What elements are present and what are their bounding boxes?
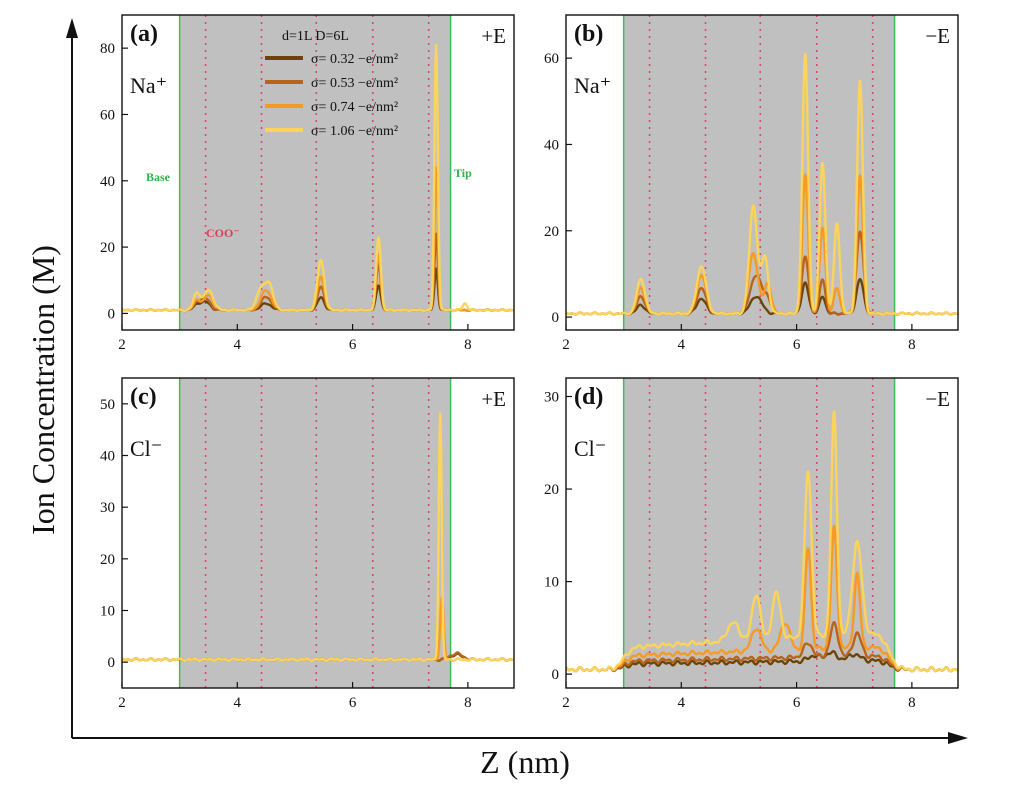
shaded-region	[179, 15, 451, 330]
y-tick-label: 20	[100, 240, 115, 256]
panel-frame	[565, 14, 959, 331]
y-tick-label: 80	[100, 41, 115, 57]
y-tick-label: 10	[544, 575, 559, 591]
field-label: +E	[481, 387, 506, 411]
ion-label: Cl⁻	[574, 436, 606, 461]
y-tick-label: 60	[100, 107, 115, 123]
legend-label: σ= 0.74 −e/nm²	[311, 100, 398, 115]
series-line	[565, 620, 959, 673]
legend-title: d=1L D=6L	[282, 29, 349, 44]
y-tick-label: 50	[100, 397, 115, 413]
legend-entry: σ= 0.32 −e/nm²	[265, 52, 398, 67]
y-axis-title: Ion Concentration (M)	[25, 245, 61, 535]
y-tick-label: 0	[108, 306, 116, 322]
series-line	[565, 52, 959, 316]
chart-panel: 2 4 6 8 0 20 40 60 (b) Na⁺ −E	[544, 14, 959, 353]
shaded-region	[623, 378, 895, 688]
x-tick-label: 2	[562, 695, 570, 711]
x-tick-label: 4	[234, 337, 242, 353]
y-tick-label: 0	[552, 310, 560, 326]
panel-frame	[121, 377, 515, 689]
legend-label: σ= 1.06 −e/nm²	[311, 124, 398, 139]
panel-letter: (c)	[130, 384, 157, 410]
x-axis-arrowhead	[948, 732, 968, 744]
y-tick-label: 0	[108, 655, 116, 671]
global-axes	[66, 18, 968, 744]
field-label: −E	[925, 387, 950, 411]
x-tick-label: 2	[562, 337, 570, 353]
ion-label: Cl⁻	[130, 436, 162, 461]
x-tick-label: 8	[908, 695, 916, 711]
field-label: +E	[481, 24, 506, 48]
chart-panel: 2 4 6 8 0 10 20 30 40 50 (c) Cl⁻ +E	[100, 377, 515, 711]
legend-entry: σ= 0.74 −e/nm²	[265, 100, 398, 115]
panel-frame	[121, 14, 515, 331]
y-tick-label: 20	[544, 224, 559, 240]
y-tick-label: 40	[544, 137, 559, 153]
x-tick-label: 6	[349, 695, 357, 711]
legend-entry: σ= 0.53 −e/nm²	[265, 76, 398, 91]
series-line	[565, 524, 959, 673]
y-axis-arrowhead	[66, 18, 78, 38]
x-tick-label: 8	[464, 337, 472, 353]
y-tick-label: 10	[100, 604, 115, 620]
series-line	[121, 43, 515, 313]
legend-label: σ= 0.53 −e/nm²	[311, 76, 398, 91]
y-tick-label: 20	[544, 482, 559, 498]
x-tick-label: 2	[118, 695, 126, 711]
ion-label: Na⁺	[130, 73, 167, 98]
base-label: Base	[146, 170, 171, 184]
shaded-region	[179, 378, 451, 688]
chart-panel: 2 4 6 8 0 10 20 30 (d) Cl⁻ −E	[544, 377, 959, 711]
x-tick-label: 2	[118, 337, 126, 353]
x-tick-label: 6	[349, 337, 357, 353]
x-tick-label: 6	[793, 695, 801, 711]
y-tick-label: 60	[544, 51, 559, 67]
panel-letter: (a)	[130, 21, 158, 47]
coo-label: COO⁻	[206, 226, 240, 240]
legend: d=1L D=6L σ= 0.32 −e/nm² σ= 0.53 −e/nm² …	[265, 29, 398, 139]
field-label: −E	[925, 24, 950, 48]
y-tick-label: 30	[100, 500, 115, 516]
panel-letter: (b)	[574, 21, 603, 47]
x-tick-label: 4	[234, 695, 242, 711]
x-axis-title: Z (nm)	[480, 744, 570, 780]
panel-letter: (d)	[574, 384, 603, 410]
y-tick-label: 30	[544, 390, 559, 406]
x-tick-label: 6	[793, 337, 801, 353]
x-tick-label: 8	[464, 695, 472, 711]
x-tick-label: 4	[678, 337, 686, 353]
x-tick-label: 8	[908, 337, 916, 353]
x-tick-label: 4	[678, 695, 686, 711]
panel-frame	[565, 377, 959, 689]
ion-label: Na⁺	[574, 73, 611, 98]
series-line	[121, 412, 515, 663]
y-tick-label: 20	[100, 552, 115, 568]
tip-label: Tip	[454, 166, 472, 180]
legend-label: σ= 0.32 −e/nm²	[311, 52, 398, 67]
series-line	[565, 650, 959, 673]
legend-entry: σ= 1.06 −e/nm²	[265, 124, 398, 139]
y-tick-label: 40	[100, 449, 115, 465]
y-tick-label: 0	[552, 667, 560, 683]
series-line	[565, 410, 959, 673]
y-tick-label: 40	[100, 174, 115, 190]
